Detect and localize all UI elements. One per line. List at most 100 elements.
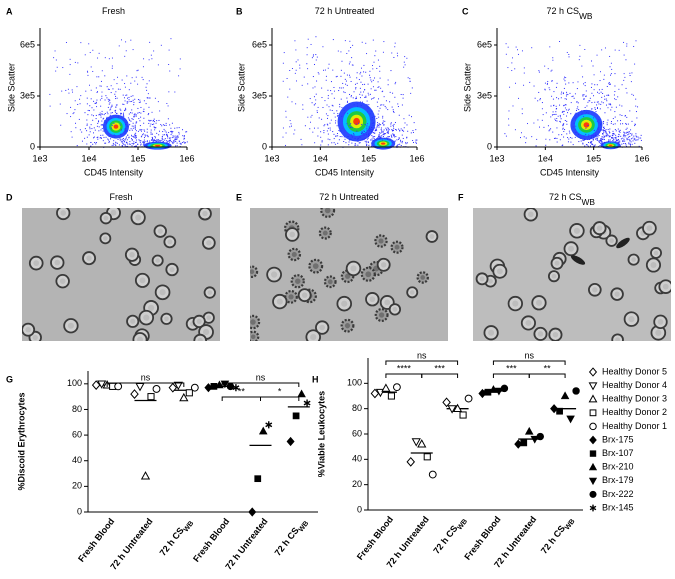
marker [152, 385, 161, 393]
event-dot [306, 54, 308, 56]
event-dot [115, 111, 117, 113]
event-dot [583, 139, 585, 141]
event-dot [350, 47, 352, 49]
event-dot [293, 133, 295, 135]
event-dot [349, 76, 351, 78]
event-dot [354, 143, 356, 145]
cell-center [345, 273, 351, 279]
event-dot [600, 91, 602, 93]
significance-bracket [106, 382, 185, 387]
event-dot [614, 137, 616, 139]
event-dot [84, 137, 86, 139]
dark-cell [570, 255, 586, 265]
event-dot [596, 107, 598, 109]
event-dot [515, 46, 517, 48]
event-dot [101, 70, 103, 72]
event-dot [317, 127, 319, 129]
cell-center [197, 337, 203, 341]
event-dot [634, 125, 636, 127]
event-dot [348, 124, 350, 126]
event-dot [152, 138, 154, 140]
marker [232, 384, 240, 392]
marker [572, 387, 580, 395]
event-dot [405, 142, 407, 144]
event-dot [176, 135, 178, 137]
event-dot [584, 106, 586, 108]
event-dot [575, 125, 577, 127]
cell-center [147, 304, 155, 312]
event-dot [349, 126, 351, 128]
event-dot [405, 143, 407, 145]
event-dot [135, 145, 137, 147]
event-dot [158, 130, 160, 132]
event-dot [323, 69, 325, 71]
event-dot [553, 137, 555, 139]
event-dot [134, 145, 136, 147]
event-dot [72, 113, 74, 115]
cell-center [130, 318, 136, 324]
event-dot [607, 134, 609, 136]
event-dot [597, 134, 599, 136]
event-dot [400, 94, 402, 96]
event-dot [608, 136, 610, 138]
event-dot [634, 124, 636, 126]
event-dot [378, 86, 380, 88]
event-dot [99, 85, 101, 87]
event-dot [337, 113, 339, 115]
event-dot [75, 127, 77, 129]
event-dot [307, 38, 309, 40]
cell-center [527, 211, 534, 218]
event-dot [380, 127, 382, 129]
event-dot [170, 131, 172, 133]
event-dot [137, 143, 139, 145]
event-dot [146, 141, 148, 143]
event-dot [166, 133, 168, 135]
event-dot [399, 129, 401, 131]
event-dot [71, 136, 73, 138]
event-dot [327, 95, 329, 97]
cell-center [312, 263, 319, 270]
event-dot [98, 52, 100, 54]
event-dot [120, 113, 122, 115]
event-dot [617, 128, 619, 130]
event-dot [373, 97, 375, 99]
event-dot [400, 141, 402, 143]
event-dot [583, 139, 585, 141]
event-dot [601, 88, 603, 90]
event-dot [337, 135, 339, 137]
event-dot [153, 138, 155, 140]
event-dot [71, 89, 73, 91]
event-dot [604, 112, 606, 114]
event-dot [519, 137, 521, 139]
significance-bracket [492, 360, 566, 365]
event-dot [595, 111, 597, 113]
event-dot [340, 51, 342, 53]
event-dot [86, 123, 88, 125]
event-dot [623, 73, 625, 75]
event-dot [345, 142, 347, 144]
event-dot [380, 130, 382, 132]
event-dot [594, 107, 596, 109]
event-dot [284, 144, 286, 146]
event-dot [566, 93, 568, 95]
legend-marker [588, 382, 598, 391]
event-dot [289, 88, 291, 90]
event-dot [313, 96, 315, 98]
event-dot [517, 53, 519, 55]
event-dot [378, 132, 380, 134]
event-dot [130, 120, 132, 122]
event-dot [556, 127, 558, 129]
cell-center [394, 244, 400, 250]
event-dot [355, 123, 357, 125]
event-dot [65, 41, 67, 43]
legend-marker [589, 422, 597, 431]
event-dot [133, 116, 135, 118]
event-dot [358, 122, 360, 124]
event-dot [396, 145, 398, 147]
event-dot [374, 136, 376, 138]
event-dot [533, 122, 535, 124]
event-dot [600, 141, 602, 143]
event-dot [176, 145, 178, 147]
event-dot [140, 144, 142, 146]
event-dot [143, 122, 145, 124]
